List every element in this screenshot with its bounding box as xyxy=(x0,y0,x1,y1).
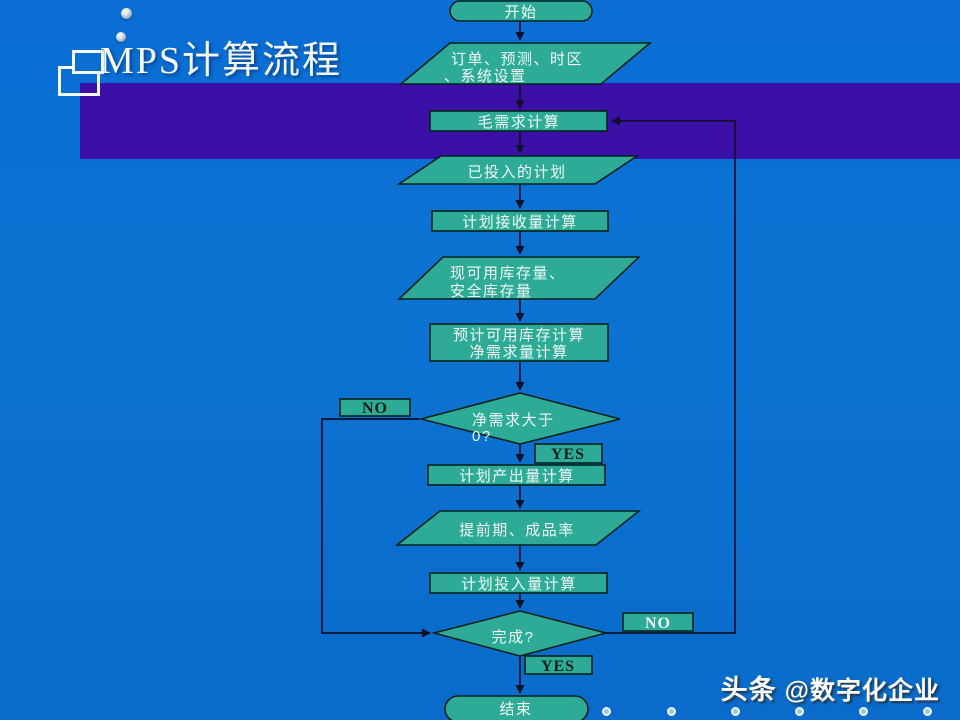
label-finished-yes-box xyxy=(524,655,593,675)
label-finished-no: NO xyxy=(645,615,671,632)
node-orders-label-line2: 、系统设置 xyxy=(444,68,527,85)
decorative-dot xyxy=(602,707,611,716)
node-labels: 开始 订单、预测、时区 、系统设置 毛需求计算 已投入的计划 计划接收量计算 现… xyxy=(362,4,671,718)
connector-group xyxy=(321,21,736,694)
node-available-inventory-label-line1: 现可用库存量、 xyxy=(450,265,566,282)
node-projected-inventory-label-line2: 净需求量计算 xyxy=(469,343,568,361)
node-net-requirement-label-line1: 净需求大于 xyxy=(472,412,555,429)
node-available-inventory-parallelogram xyxy=(397,256,641,300)
cascade-windows-icon xyxy=(58,50,106,100)
node-finished-label: 完成? xyxy=(492,629,535,646)
connector-net-no-loop xyxy=(321,418,431,638)
node-shapes xyxy=(339,0,694,720)
node-end-terminator xyxy=(444,695,589,720)
node-leadtime-yield-parallelogram xyxy=(394,510,642,546)
watermark: 头条 @数字化企业 xyxy=(721,668,940,707)
decorative-sphere-dot xyxy=(121,8,132,19)
node-projected-inventory-process xyxy=(429,323,609,362)
node-planned-input-label: 计划投入量计算 xyxy=(461,575,577,593)
decorative-dot xyxy=(731,707,740,716)
node-orders-parallelogram xyxy=(398,42,653,85)
node-net-requirement-diamond xyxy=(420,392,621,445)
node-gross-requirement-label: 毛需求计算 xyxy=(478,113,561,131)
watermark-brand: 头条 xyxy=(720,675,777,705)
node-scheduled-receipts-process xyxy=(431,210,609,232)
label-finished-no-box xyxy=(622,612,694,632)
decorative-dot xyxy=(923,707,932,716)
node-released-plan-label: 已投入的计划 xyxy=(467,164,566,181)
node-planned-output-label: 计划产出量计算 xyxy=(459,467,575,485)
watermark-handle: @数字化企业 xyxy=(784,677,940,705)
node-projected-inventory-label-line1: 预计可用库存计算 xyxy=(453,326,585,344)
node-leadtime-yield-label: 提前期、成品率 xyxy=(459,522,575,539)
node-net-requirement-label-line2: 0? xyxy=(472,428,492,445)
page-title: MPS计算流程 xyxy=(100,40,343,82)
label-net-no: NO xyxy=(362,400,388,417)
node-planned-output-process xyxy=(427,464,606,486)
decorative-dot xyxy=(859,707,868,716)
node-released-plan-parallelogram xyxy=(396,155,640,185)
decorative-sphere-dot xyxy=(116,32,126,42)
decorative-dot xyxy=(795,707,804,716)
node-start-terminator xyxy=(449,0,593,22)
node-finished-diamond xyxy=(430,610,610,657)
node-scheduled-receipts-label: 计划接收量计算 xyxy=(462,213,578,231)
label-net-yes-box xyxy=(534,443,603,464)
node-planned-input-process xyxy=(429,572,608,594)
connector-finished-no-loop xyxy=(606,116,736,634)
label-net-yes: YES xyxy=(551,446,585,463)
node-start-label: 开始 xyxy=(504,4,537,21)
label-net-no-box xyxy=(339,398,411,417)
node-end-label: 结束 xyxy=(499,701,532,718)
node-gross-requirement-process xyxy=(429,110,608,132)
node-orders-label-line1: 订单、预测、时区 xyxy=(451,51,583,68)
node-available-inventory-label-line2: 安全库存量 xyxy=(450,282,533,300)
decorative-dot xyxy=(667,707,676,716)
label-finished-yes: YES xyxy=(541,658,575,675)
